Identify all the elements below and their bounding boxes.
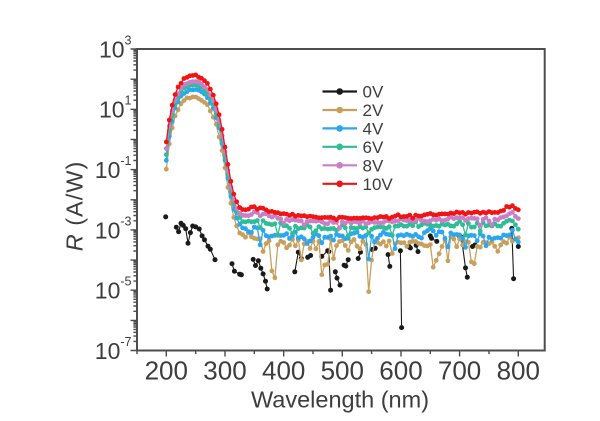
- svg-text:300: 300: [203, 356, 246, 386]
- svg-text:800: 800: [497, 356, 540, 386]
- svg-text:0V: 0V: [363, 83, 384, 102]
- svg-text:4V: 4V: [363, 120, 384, 139]
- svg-text:400: 400: [262, 356, 305, 386]
- svg-text:600: 600: [379, 356, 422, 386]
- svg-text:8V: 8V: [363, 157, 384, 176]
- svg-text:10V: 10V: [363, 175, 394, 194]
- svg-text:R (A/W): R (A/W): [62, 161, 88, 252]
- svg-text:500: 500: [321, 356, 364, 386]
- svg-text:200: 200: [145, 356, 188, 386]
- svg-text:6V: 6V: [363, 138, 384, 157]
- svg-text:700: 700: [438, 356, 481, 386]
- svg-text:Wavelength (nm): Wavelength (nm): [251, 386, 429, 412]
- svg-text:2V: 2V: [363, 101, 384, 120]
